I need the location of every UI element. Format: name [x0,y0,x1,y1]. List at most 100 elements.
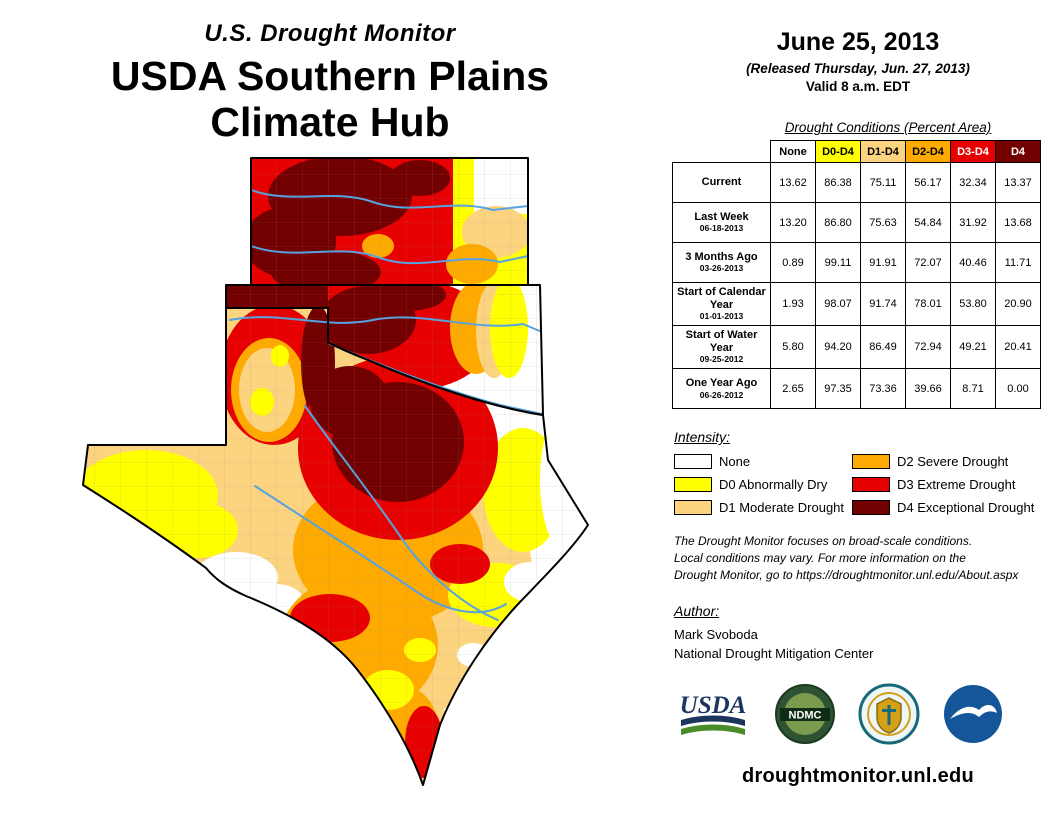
cell-value: 5.80 [770,325,816,370]
cell-value: 32.34 [950,162,996,203]
cell-value: 78.01 [905,281,951,327]
legend-swatch-d3 [852,477,890,493]
cell-value: 39.66 [905,368,951,410]
legend-swatch-d1 [674,500,712,516]
ndmc-logo: NDMC [774,683,836,745]
commerce-seal-logo [858,683,920,745]
table-row: Start of Water Year 09-25-2012 5.80 94.20… [672,325,1041,370]
cell-value: 91.91 [860,242,906,283]
cell-value: 72.07 [905,242,951,283]
legend-swatch-d2 [852,454,890,470]
author-label: Author: [674,603,720,620]
legend-item-d0: D0 Abnormally Dry [674,477,852,493]
cell-value: 72.94 [905,325,951,370]
col-header-d0-d4: D0-D4 [815,140,861,163]
cell-value: 97.35 [815,368,861,410]
legend-item-none: None [674,454,852,470]
valid-time: Valid 8 a.m. EDT [805,79,911,94]
row-label: Last Week 06-18-2013 [672,202,771,243]
cell-value: 20.41 [995,325,1041,370]
row-date: 06-18-2013 [699,223,744,234]
state-borders [82,157,589,786]
cell-value: 99.11 [815,242,861,283]
cell-value: 13.68 [995,202,1041,243]
col-header-d4: D4 [995,140,1041,163]
row-label: 3 Months Ago 03-26-2013 [672,242,771,283]
usda-logo: USDA [674,685,752,743]
legend-label: D0 Abnormally Dry [719,477,828,493]
cell-value: 86.38 [815,162,861,203]
legend-label: None [719,454,751,470]
map-title-block: U.S. Drought Monitor USDA Southern Plain… [0,20,660,146]
cell-value: 13.62 [770,162,816,203]
col-header-d3-d4: D3-D4 [950,140,996,163]
disclaimer-text: The Drought Monitor focuses on broad-sca… [674,534,1019,582]
page-title-line2: Climate Hub [210,98,450,145]
page-title-line1: USDA Southern Plains [110,53,550,99]
cell-value: 8.71 [950,368,996,410]
droughtmonitor-url[interactable]: droughtmonitor.unl.edu [741,765,975,788]
info-panel: June 25, 2013 (Released Thursday, Jun. 2… [660,0,1056,788]
cell-value: 56.17 [905,162,951,203]
svg-text:USDA: USDA [680,692,747,719]
drought-conditions-table: None D0-D4 D1-D4 D2-D4 D3-D4 D4 Current … [672,140,1041,410]
legend-label: D4 Exceptional Drought [897,500,1035,516]
commerce-seal-icon [858,683,920,745]
noaa-logo-icon [944,685,1002,744]
author-org: National Drought Mitigation Center [674,646,874,662]
legend-swatch-d0 [674,477,712,493]
table-row: 3 Months Ago 03-26-2013 0.89 99.11 91.91 … [672,242,1041,283]
svg-text:NDMC: NDMC [789,710,822,722]
row-label: Start of Calendar Year 01-01-2013 [672,281,771,327]
cell-value: 94.20 [815,325,861,370]
cell-value: 75.11 [860,162,906,203]
county-lines [83,158,588,785]
cell-value: 11.71 [995,242,1041,283]
cell-value: 49.21 [950,325,996,370]
cell-value: 54.84 [905,202,951,243]
row-date: 01-01-2013 [699,311,744,322]
legend-label: D3 Extreme Drought [897,477,1016,493]
cell-value: 86.49 [860,325,906,370]
row-label: One Year Ago 06-26-2012 [672,368,771,410]
cell-value: 75.63 [860,202,906,243]
drought-map-svg [82,157,589,786]
map-date: June 25, 2013 [776,28,940,56]
table-title: Drought Conditions (Percent Area) [784,120,992,135]
legend-item-d1: D1 Moderate Drought [674,500,852,516]
usdm-supertitle: U.S. Drought Monitor [204,20,456,47]
legend-item-d2: D2 Severe Drought [852,454,1052,470]
cell-value: 53.80 [950,281,996,327]
usda-logo-icon: USDA [680,692,747,736]
cell-value: 31.92 [950,202,996,243]
cell-value: 13.37 [995,162,1041,203]
cell-value: 2.65 [770,368,816,410]
table-header-row: None D0-D4 D1-D4 D2-D4 D3-D4 D4 [673,140,1041,163]
row-date: 09-25-2012 [699,354,744,365]
table-header-spacer [673,141,771,163]
legend-label: D2 Severe Drought [897,454,1009,470]
cell-value: 13.20 [770,202,816,243]
cell-value: 86.80 [815,202,861,243]
page-title: USDA Southern Plains Climate Hub [0,53,660,146]
table-row: One Year Ago 06-26-2012 2.65 97.35 73.36 … [672,368,1041,410]
col-header-d1-d4: D1-D4 [860,140,906,163]
cell-value: 98.07 [815,281,861,327]
released-date: (Released Thursday, Jun. 27, 2013) [746,61,970,76]
legend-swatch-d4 [852,500,890,516]
legend-item-d4: D4 Exceptional Drought [852,500,1052,516]
legend-item-d3: D3 Extreme Drought [852,477,1052,493]
row-label: Start of Water Year 09-25-2012 [672,325,771,370]
drought-map [68,150,660,810]
col-header-d2-d4: D2-D4 [905,140,951,163]
cell-value: 0.89 [770,242,816,283]
author-name: Mark Svoboda [674,627,758,643]
row-label: Current [672,162,771,203]
legend-title: Intensity: [674,429,731,446]
cell-value: 20.90 [995,281,1041,327]
cell-value: 73.36 [860,368,906,410]
cell-value: 40.46 [950,242,996,283]
col-header-none: None [770,140,816,163]
legend-label: D1 Moderate Drought [719,500,845,516]
table-row: Last Week 06-18-2013 13.20 86.80 75.63 54… [672,202,1041,243]
